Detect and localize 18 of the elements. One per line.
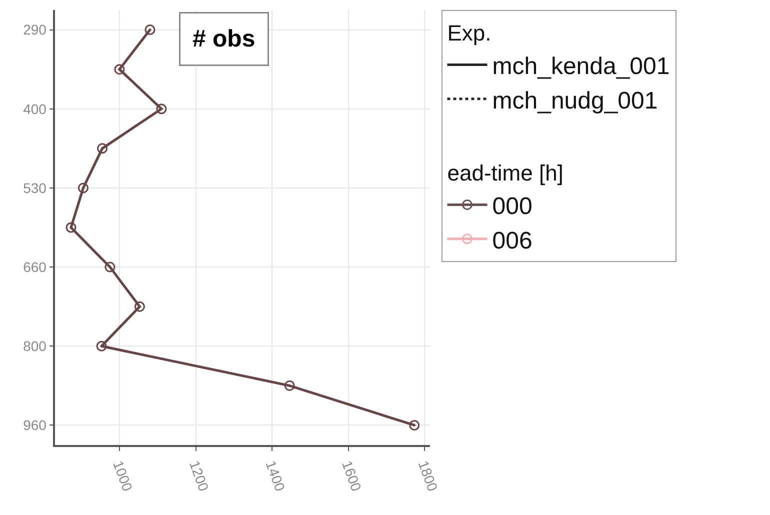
text: ead-time [h] [447, 160, 564, 186]
y-tick-label: 800 [23, 338, 47, 354]
x-tick-label: 1600 [338, 458, 365, 494]
text: Exp. [447, 20, 492, 46]
x-tick-label: 1000 [110, 458, 136, 494]
x-tick-label: 1400 [262, 458, 288, 494]
y-tick-label: 400 [23, 100, 47, 117]
legend-label: 000 [492, 193, 532, 220]
y-tick-label: 290 [23, 22, 47, 38]
text: # obs [192, 26, 256, 52]
x-tick-label: 1200 [186, 458, 212, 494]
x-tick-label: 1800 [415, 458, 442, 494]
y-tick-label: 530 [23, 180, 47, 196]
legend-label: 006 [492, 227, 532, 254]
legend-label: mch_nudg_001 [492, 87, 658, 114]
y-tick-label: 960 [23, 417, 47, 434]
legend-label: mch_kenda_001 [492, 53, 670, 80]
y-tick-label: 660 [23, 258, 47, 275]
